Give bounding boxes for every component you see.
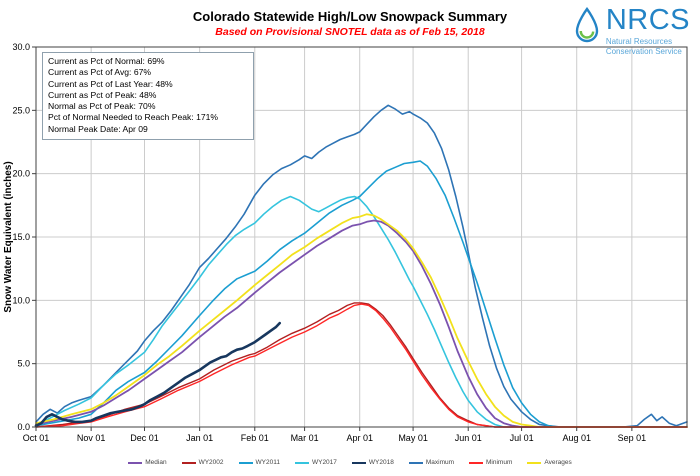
annotation-line-pct-avg: Current as Pct of Avg: 67%	[48, 67, 152, 78]
series-wy2017	[35, 195, 688, 428]
legend-label-median: Median	[145, 459, 167, 466]
x-tick-label: Jan 01	[186, 433, 213, 443]
legend-label-minimum: Minimum	[486, 459, 513, 466]
legend-swatch-wy2002	[181, 461, 196, 464]
x-tick-label: Mar 01	[291, 433, 319, 443]
x-tick-label: Feb 01	[241, 433, 269, 443]
nrcs-org-line2: Conservation Service	[605, 46, 682, 56]
y-tick-label: 30.0	[12, 42, 30, 52]
legend-label-wy2018: WY2018	[368, 459, 394, 466]
nrcs-org-name: Natural Resources Conservation Service	[606, 37, 690, 56]
nrcs-logo-text: NRCS Natural Resources Conservation Serv…	[605, 4, 690, 56]
x-tick-label: Sep 01	[618, 433, 647, 443]
y-tick-label: 15.0	[12, 232, 30, 242]
snowpack-chart: 0.0 5.0 10.0 15.0 20.0 25.0 30.0 Oct 01 Nov 01 De…	[3, 42, 688, 443]
annotation-line-pct-lastyear: Current as Pct of Last Year: 48%	[48, 78, 173, 89]
chart-legend: Median WY2002 WY2011 WY2017 WY2018 Maximum Min…	[0, 459, 700, 466]
series-wy2002	[35, 302, 688, 428]
legend-swatch-minimum	[469, 461, 484, 464]
annotation-line-pct-normal: Current as Pct of Normal: 69%	[48, 56, 165, 66]
legend-swatch-wy2018	[351, 461, 366, 464]
annotation-line-peak-date: Normal Peak Date: Apr 09	[48, 123, 148, 134]
series-wy2011	[35, 160, 688, 428]
legend-item-wy2018: WY2018	[351, 459, 394, 466]
legend-label-wy2002: WY2002	[198, 459, 224, 466]
page-subtitle: Based on Provisional SNOTEL data as of F…	[215, 26, 485, 38]
x-tick-label: Aug 01	[562, 433, 591, 443]
x-tick-label: Oct 01	[23, 433, 50, 443]
legend-item-maximum: Maximum	[408, 459, 455, 466]
x-tick-label: Dec 01	[130, 433, 159, 443]
x-tick-label: Jun 01	[455, 433, 482, 443]
legend-label-averages: Averages	[544, 459, 572, 466]
annotation-line-normal-peak: Normal as Pct of Peak: 70%	[48, 101, 156, 112]
legend-item-minimum: Minimum	[469, 459, 512, 466]
nrcs-wordmark: NRCS	[605, 4, 690, 36]
page-title: Colorado Statewide High/Low Snowpack Sum…	[192, 9, 508, 24]
y-tick-label: 10.0	[12, 295, 30, 305]
legend-swatch-wy2011	[238, 461, 253, 464]
legend-item-wy2017: WY2017	[294, 459, 337, 466]
legend-item-wy2002: WY2002	[181, 459, 224, 466]
x-tick-label: May 01	[398, 433, 428, 443]
legend-label-maximum: Maximum	[425, 459, 455, 466]
nrcs-org-line1: Natural Resources	[605, 37, 673, 46]
x-tick-label: Nov 01	[77, 433, 106, 443]
series-minimum	[35, 303, 688, 428]
y-axis-title: Snow Water Equivalent (inches)	[3, 161, 14, 312]
series-median	[35, 219, 688, 428]
water-drop-icon	[575, 7, 599, 43]
y-tick-label: 5.0	[17, 359, 30, 369]
legend-swatch-median	[128, 461, 143, 464]
legend-item-averages: Averages	[527, 459, 572, 466]
y-tick-label: 0.0	[17, 422, 30, 432]
series-maximum	[35, 104, 688, 428]
legend-swatch-wy2017	[294, 461, 309, 464]
stats-annotation-box: Current as Pct of Normal: 69% Current as…	[42, 52, 254, 141]
y-tick-label: 20.0	[12, 169, 30, 179]
y-tick-label: 25.0	[12, 105, 30, 115]
legend-item-wy2011: WY2011	[238, 459, 280, 466]
legend-label-wy2011: WY2011	[255, 459, 280, 466]
nrcs-logo: NRCS Natural Resources Conservation Serv…	[574, 4, 690, 56]
series-wy2018	[34, 321, 282, 428]
x-tick-label: Jul 01	[510, 433, 534, 443]
legend-item-median: Median	[128, 459, 167, 466]
x-tick-label: Apr 01	[346, 433, 373, 443]
series-averages	[35, 213, 688, 428]
legend-swatch-averages	[527, 461, 542, 464]
annotation-line-pct-peak: Current as Pct of Peak: 48%	[48, 89, 157, 100]
annotation-line-needed-peak: Pct of Normal Needed to Reach Peak: 171%	[48, 112, 219, 123]
legend-swatch-maximum	[408, 461, 423, 464]
legend-label-wy2017: WY2017	[311, 459, 337, 466]
